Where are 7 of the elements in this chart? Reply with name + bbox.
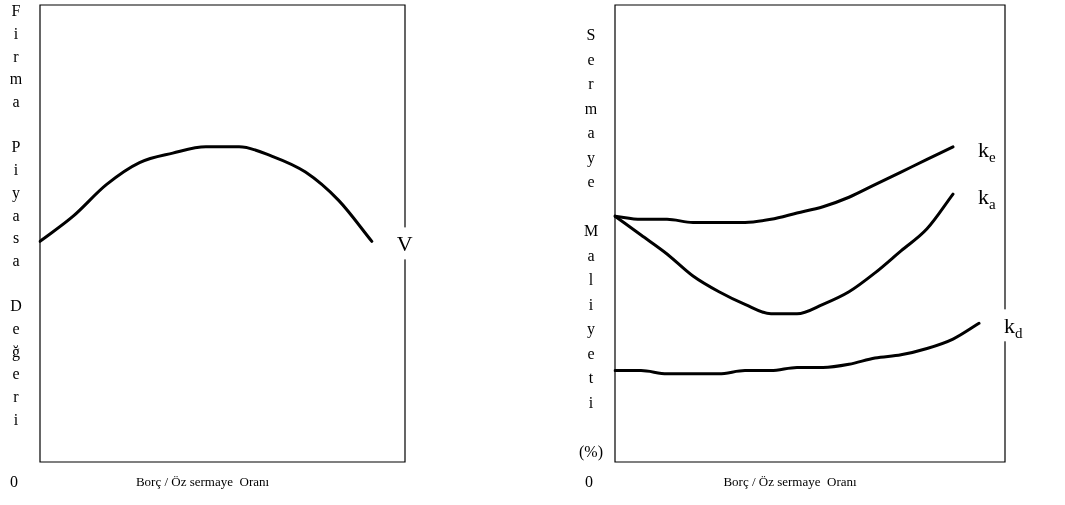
text: Firma Piyasa Değeri — [9, 2, 23, 428]
text: Sermaye Maliyeti (%) — [579, 26, 603, 460]
x-axis-title: Borç / Öz sermaye Oranı — [135, 474, 270, 490]
text: 0 — [585, 473, 593, 491]
series-label: V — [396, 231, 413, 257]
text: 0 — [10, 473, 18, 491]
x-axis-title: Borç / Öz sermaye Oranı — [723, 474, 857, 490]
